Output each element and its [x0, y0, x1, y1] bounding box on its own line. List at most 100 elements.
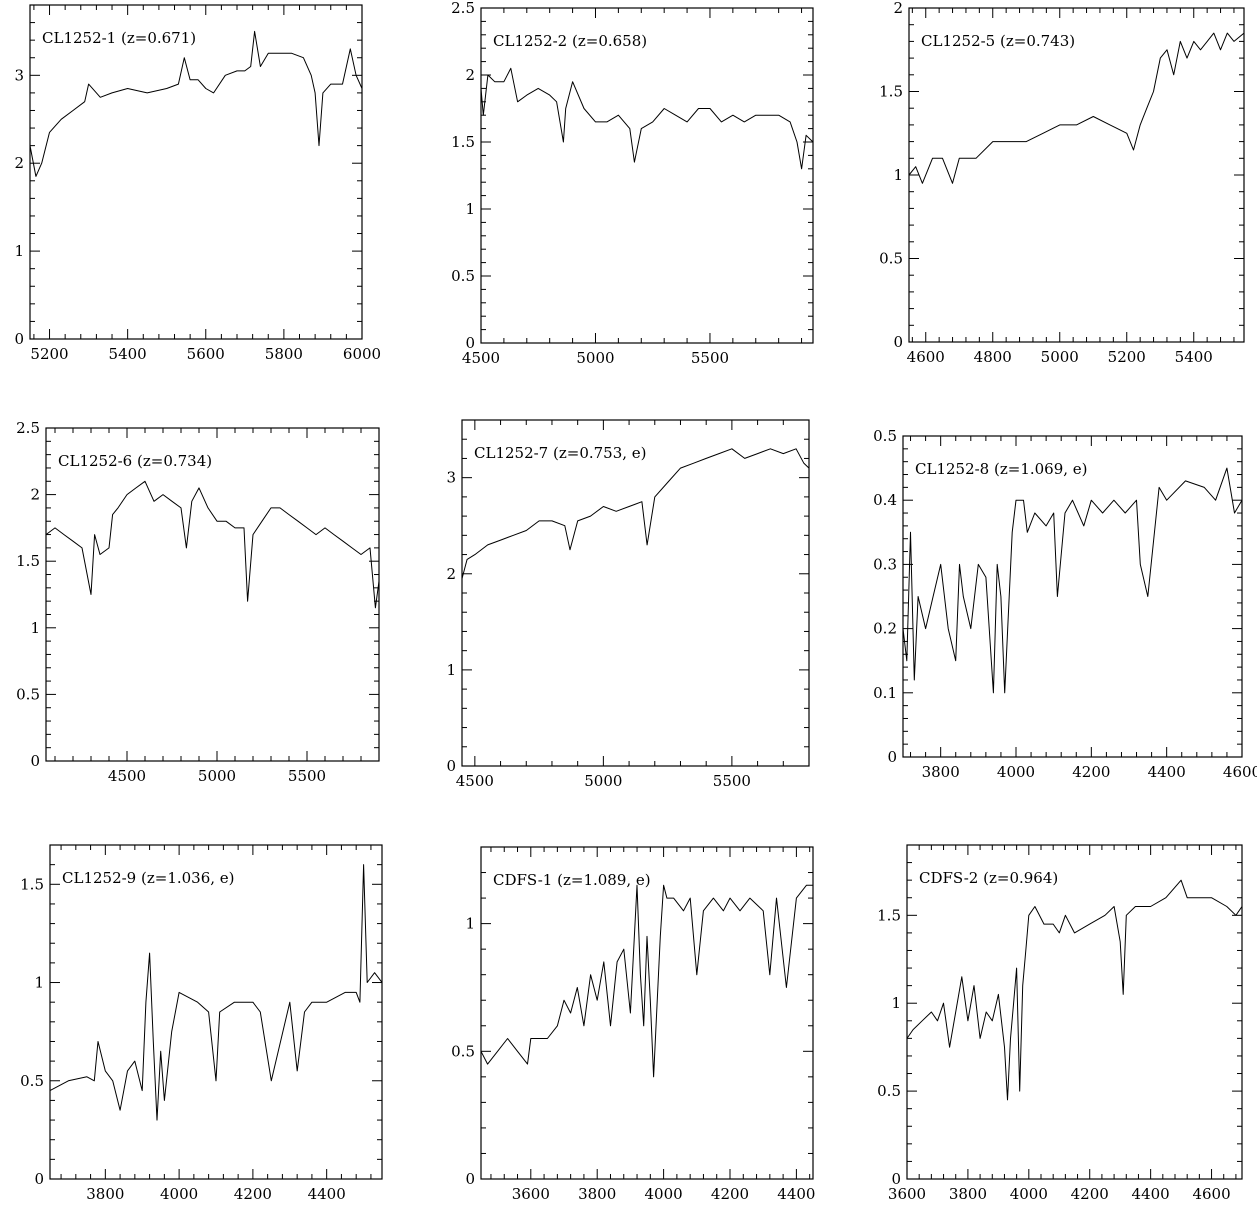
y-tick-label: 1.5 — [879, 83, 903, 101]
y-tick-label: 0 — [893, 333, 903, 351]
x-tick-label: 5000 — [576, 349, 614, 367]
y-tick-label: 2.5 — [16, 419, 40, 437]
x-tick-label: 4200 — [1071, 1185, 1109, 1203]
x-tick-label: 5500 — [288, 767, 326, 785]
y-tick-label: 0 — [446, 757, 456, 775]
plot-frame — [49, 844, 383, 1180]
spectrum-panel: 5200 5400 5600 5800 6000 0 1 2 3 CL1252-1 (z=0.67… — [14, 4, 381, 363]
x-tick-label: 6000 — [343, 345, 381, 363]
y-tick-label: 0.5 — [451, 1042, 475, 1060]
x-tick-label: 4600 — [907, 348, 945, 366]
panel-title: CL1252-7 (z=0.753, e) — [474, 444, 647, 462]
panel-title: CL1252-8 (z=1.069, e) — [915, 460, 1088, 478]
y-tick-label: 0.3 — [873, 555, 897, 573]
y-tick-label: 1 — [465, 200, 475, 218]
spectrum-panel: 4600 4800 5000 5200 5400 0 0.5 1 1.5 2 CL1252-5 (z… — [879, 0, 1245, 366]
plot-frame — [902, 435, 1243, 758]
spectrum-panel: 4500 5000 5500 0 0.5 1 1.5 2 2.5 CL1252-2 (z=0.65… — [451, 0, 814, 367]
y-tick-label: 0 — [891, 1170, 901, 1188]
spectrum-line — [480, 67, 814, 170]
x-tick-label: 3800 — [86, 1185, 124, 1203]
panel-title: CDFS-1 (z=1.089, e) — [493, 871, 651, 889]
panel-title: CL1252-6 (z=0.734) — [58, 452, 212, 470]
x-tick-label: 4400 — [1132, 1185, 1170, 1203]
y-tick-label: 1 — [465, 915, 475, 933]
y-tick-label: 1 — [14, 242, 24, 260]
plot-frame — [461, 419, 810, 767]
x-tick-label: 4600 — [1192, 1185, 1230, 1203]
x-tick-label: 5000 — [1041, 348, 1079, 366]
spectrum-line — [49, 864, 383, 1121]
spectrum-line — [461, 448, 810, 579]
x-tick-label: 5600 — [187, 345, 225, 363]
spectrum-line — [908, 32, 1245, 184]
plot-frame — [906, 844, 1243, 1180]
panel-title: CL1252-5 (z=0.743) — [921, 32, 1075, 50]
y-tick-label: 2 — [893, 0, 903, 17]
x-tick-label: 3800 — [922, 763, 960, 781]
y-tick-label: 0 — [887, 748, 897, 766]
spectrum-panel: 3800 4000 4200 4400 0 0.5 1 1.5 CL1252-9 (z=1.03… — [20, 844, 383, 1203]
x-tick-label: 4600 — [1223, 763, 1257, 781]
spectrum-panel: 4500 5000 5500 0 0.5 1 1.5 2 2.5 CL1252-6 (z=0.73… — [16, 419, 380, 785]
y-tick-label: 1 — [893, 166, 903, 184]
x-tick-label: 5800 — [265, 345, 303, 363]
y-tick-label: 0 — [34, 1170, 44, 1188]
x-tick-label: 5500 — [713, 772, 751, 790]
y-tick-label: 1 — [34, 974, 44, 992]
x-tick-label: 4000 — [645, 1185, 683, 1203]
x-tick-label: 5000 — [584, 772, 622, 790]
y-tick-label: 1.5 — [20, 875, 44, 893]
panel-title: CDFS-2 (z=0.964) — [919, 869, 1058, 887]
y-tick-label: 1 — [891, 994, 901, 1012]
x-tick-label: 5200 — [1108, 348, 1146, 366]
spectrum-panel: 4500 5000 5500 0 1 2 3 CL1252-7 (z=0.753, e) — [446, 419, 810, 790]
x-tick-label: 5400 — [109, 345, 147, 363]
plot-frame — [29, 4, 363, 340]
y-tick-label: 1.5 — [877, 906, 901, 924]
x-tick-label: 3800 — [578, 1185, 616, 1203]
x-tick-label: 3600 — [512, 1185, 550, 1203]
x-tick-label: 4800 — [974, 348, 1012, 366]
y-tick-label: 0.5 — [20, 1072, 44, 1090]
spectrum-line — [906, 879, 1243, 1101]
y-tick-label: 0 — [30, 752, 40, 770]
y-tick-label: 2 — [14, 154, 24, 172]
x-tick-label: 4200 — [1072, 763, 1110, 781]
y-tick-label: 0.5 — [16, 685, 40, 703]
x-tick-label: 4500 — [462, 349, 500, 367]
spectrum-panel: 3600 3800 4000 4200 4400 0 0.5 1 CDFS-1 (z=1.089… — [451, 846, 815, 1203]
spectrum-panel: 3800 4000 4200 4400 4600 0 0.1 0.2 0.3 0.4 0.5 CL12… — [873, 427, 1257, 781]
panel-title: CL1252-2 (z=0.658) — [493, 32, 647, 50]
y-tick-label: 3 — [446, 469, 456, 487]
spectrum-line — [902, 467, 1243, 694]
x-tick-label: 4000 — [1010, 1185, 1048, 1203]
x-tick-label: 4000 — [997, 763, 1035, 781]
plot-frame — [480, 846, 814, 1180]
spectrum-line — [480, 884, 813, 1078]
y-tick-label: 2 — [446, 565, 456, 583]
y-tick-label: 1 — [30, 619, 40, 637]
x-tick-label: 4500 — [456, 772, 494, 790]
y-tick-label: 0 — [465, 1170, 475, 1188]
y-tick-label: 0.5 — [873, 427, 897, 445]
panel-title: CL1252-1 (z=0.671) — [42, 29, 196, 47]
spectrum-panel: 3600 3800 4000 4200 4400 4600 0 0.5 1 1.5 CDFS-2 (… — [877, 844, 1243, 1203]
y-tick-label: 0.5 — [451, 267, 475, 285]
x-tick-label: 5500 — [691, 349, 729, 367]
x-tick-label: 4400 — [777, 1185, 815, 1203]
y-tick-label: 2 — [465, 66, 475, 84]
x-tick-label: 5000 — [198, 767, 236, 785]
spectrum-line — [45, 480, 380, 609]
x-tick-label: 3800 — [949, 1185, 987, 1203]
x-tick-label: 4500 — [108, 767, 146, 785]
x-tick-label: 5200 — [30, 345, 68, 363]
x-tick-label: 4200 — [711, 1185, 749, 1203]
plot-frame — [45, 427, 380, 762]
plot-frame — [480, 7, 814, 344]
y-tick-label: 0 — [14, 330, 24, 348]
y-tick-label: 0.5 — [879, 250, 903, 268]
y-tick-label: 1 — [446, 661, 456, 679]
y-tick-label: 1.5 — [451, 133, 475, 151]
